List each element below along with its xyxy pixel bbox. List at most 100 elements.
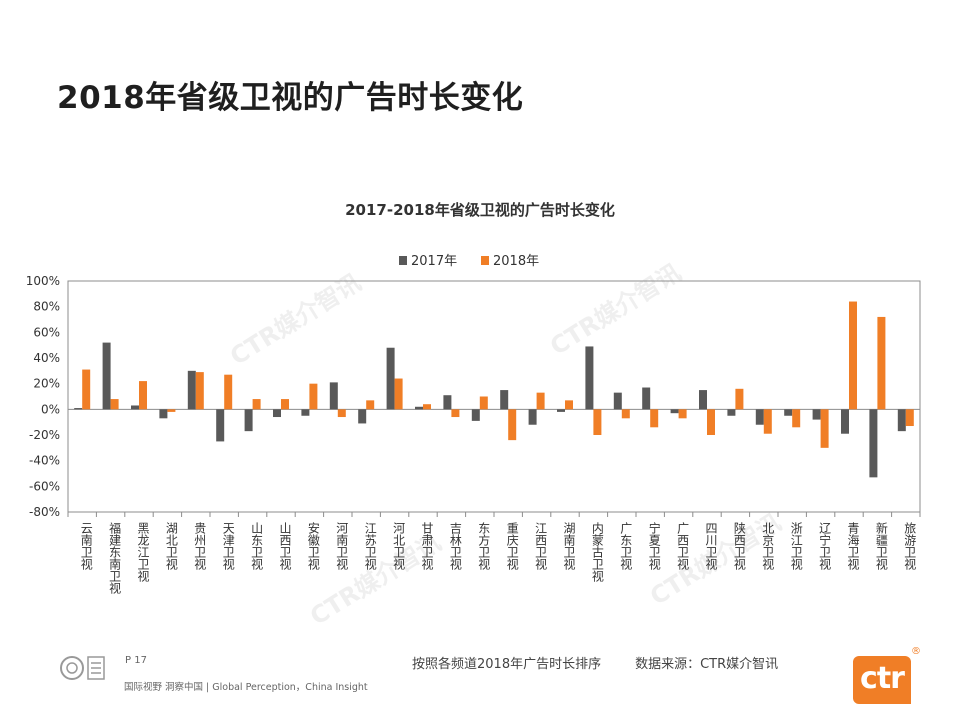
source-note: 数据来源：CTR媒介智讯 bbox=[635, 657, 779, 672]
category-label: 陕西卫视 bbox=[732, 521, 746, 570]
sort-note: 按照各频道2018年广告时长排序 bbox=[412, 657, 602, 672]
category-label: 江西卫视 bbox=[534, 522, 548, 570]
bar-2018年 bbox=[110, 399, 119, 410]
bar-2018年 bbox=[252, 399, 261, 410]
category-label: 广西卫视 bbox=[676, 522, 690, 570]
bar-2017年 bbox=[244, 409, 253, 432]
category-label: 重庆卫视 bbox=[505, 522, 519, 570]
bar-2018年 bbox=[479, 396, 488, 410]
bar-2017年 bbox=[131, 405, 139, 410]
bar-2018年 bbox=[423, 404, 431, 410]
category-label: 青海卫视 bbox=[846, 522, 860, 570]
category-label: 宁夏卫视 bbox=[647, 521, 661, 570]
page-number: P 17 bbox=[125, 655, 147, 666]
bar-2017年 bbox=[670, 409, 679, 414]
category-label: 北京卫视 bbox=[761, 522, 775, 570]
bar-2018年 bbox=[394, 378, 403, 410]
category-label: 辽宁卫视 bbox=[818, 522, 832, 570]
bar-2018年 bbox=[735, 388, 744, 410]
bar-2017年 bbox=[699, 390, 707, 410]
y-tick-label: -40% bbox=[29, 454, 60, 468]
y-tick-label: 0% bbox=[41, 402, 60, 416]
legend-label: 2018年 bbox=[493, 254, 539, 269]
bar-2017年 bbox=[471, 409, 480, 421]
bar-2018年 bbox=[366, 400, 375, 410]
bar-2018年 bbox=[678, 409, 687, 419]
category-label: 天津卫视 bbox=[221, 522, 235, 570]
bar-2018年 bbox=[451, 409, 460, 418]
y-tick-label: 20% bbox=[33, 377, 60, 391]
category-label: 吉林卫视 bbox=[448, 522, 462, 570]
legend-swatch bbox=[399, 256, 407, 265]
category-label: 山东卫视 bbox=[250, 522, 264, 570]
bar-2018年 bbox=[707, 409, 715, 435]
category-label: 河北卫视 bbox=[392, 522, 406, 570]
category-label: 内蒙古卫视 bbox=[590, 522, 604, 582]
bar-2017年 bbox=[897, 409, 906, 432]
bar-2017年 bbox=[727, 409, 736, 416]
bar-2017年 bbox=[755, 409, 764, 425]
bar-2017年 bbox=[642, 387, 651, 410]
category-label: 河南卫视 bbox=[335, 522, 349, 570]
bar-2017年 bbox=[273, 409, 281, 418]
category-label: 新疆卫视 bbox=[874, 521, 888, 570]
bar-2018年 bbox=[195, 372, 204, 410]
bar-2017年 bbox=[159, 409, 168, 419]
slogan: 国际视野 洞察中国 | Global Perception，China Insi… bbox=[124, 682, 368, 693]
category-label: 云南卫视 bbox=[79, 522, 93, 570]
y-tick-label: -60% bbox=[29, 479, 60, 493]
category-label: 山西卫视 bbox=[278, 522, 292, 570]
bar-2018年 bbox=[224, 374, 233, 410]
bar-2018年 bbox=[139, 381, 147, 410]
bar-2017年 bbox=[500, 390, 509, 410]
bar-2017年 bbox=[187, 370, 196, 410]
y-tick-label: -20% bbox=[29, 428, 60, 442]
bar-chart: 100% 80% 60% 40% 20% 0% -20% -40% -60% -80% 云南卫视 福建… bbox=[26, 254, 921, 594]
y-tick-label: 80% bbox=[33, 300, 60, 314]
bar-2017年 bbox=[841, 409, 849, 434]
y-tick-label: 60% bbox=[33, 325, 60, 339]
category-label: 福建东南卫视 bbox=[108, 521, 122, 594]
bar-2018年 bbox=[593, 409, 602, 435]
bar-2018年 bbox=[905, 409, 914, 427]
bar-2018年 bbox=[849, 301, 857, 410]
bar-2017年 bbox=[301, 409, 310, 416]
bar-2018年 bbox=[820, 409, 829, 448]
category-label: 四川卫视 bbox=[704, 522, 718, 570]
bar-2018年 bbox=[565, 400, 573, 410]
registered-mark: ® bbox=[911, 646, 921, 657]
chart-title: 2017-2018年省级卫视的广告时长变化 bbox=[345, 201, 615, 219]
category-label: 湖北卫视 bbox=[164, 521, 178, 570]
bar-2018年 bbox=[621, 409, 630, 419]
ctr-logo: ctr bbox=[853, 656, 911, 704]
category-label: 甘肃卫视 bbox=[420, 522, 434, 570]
slide-title: 2018年省级卫视的广告时长变化 bbox=[57, 80, 524, 116]
bar-2017年 bbox=[585, 346, 594, 410]
footer-note: 按照各频道2018年广告时长排序 数据来源：CTR媒介智讯 bbox=[412, 653, 778, 672]
bar-2018年 bbox=[792, 409, 801, 428]
bar-2017年 bbox=[216, 409, 225, 442]
bar-2017年 bbox=[613, 392, 622, 410]
bar-2018年 bbox=[763, 409, 772, 434]
y-tick-label: 100% bbox=[26, 274, 60, 288]
bar-2018年 bbox=[82, 369, 91, 410]
legend-swatch bbox=[481, 256, 489, 265]
bar-2018年 bbox=[281, 399, 289, 410]
category-label: 贵州卫视 bbox=[193, 522, 207, 570]
bar-2018年 bbox=[337, 409, 346, 418]
bar-2018年 bbox=[167, 409, 176, 412]
bar-2017年 bbox=[358, 409, 367, 424]
bar-2017年 bbox=[415, 406, 423, 410]
category-label: 安徽卫视 bbox=[306, 521, 320, 570]
certification-logo bbox=[60, 656, 105, 680]
category-label: 浙江卫视 bbox=[789, 522, 803, 570]
y-tick-label: -80% bbox=[29, 505, 60, 519]
category-label: 广东卫视 bbox=[619, 522, 633, 570]
legend-label: 2017年 bbox=[411, 254, 457, 269]
category-label: 旅游卫视 bbox=[903, 522, 917, 570]
bar-2018年 bbox=[536, 392, 545, 410]
category-label: 东方卫视 bbox=[477, 522, 491, 570]
bar-2017年 bbox=[102, 342, 111, 410]
bar-2018年 bbox=[877, 316, 886, 410]
bar-2017年 bbox=[329, 382, 338, 410]
